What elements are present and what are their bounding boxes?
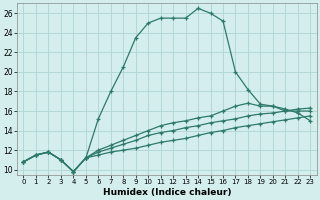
X-axis label: Humidex (Indice chaleur): Humidex (Indice chaleur) — [103, 188, 231, 197]
